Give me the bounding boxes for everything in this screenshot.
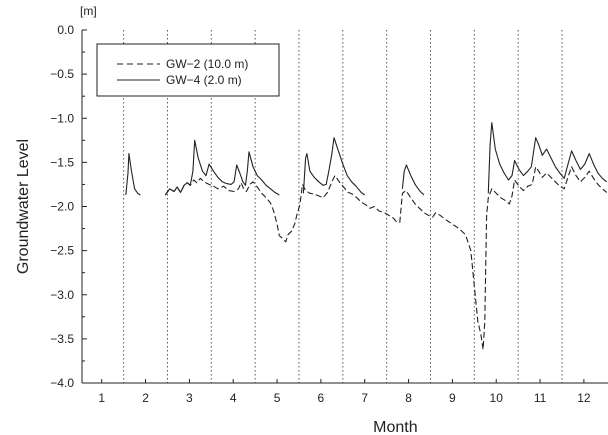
x-tick-label: 11 [534, 391, 547, 405]
gw4-series-line-0 [125, 153, 141, 196]
x-tick-label: 10 [490, 391, 504, 405]
y-tick-label: −3.5 [50, 332, 74, 346]
x-ticks: 1 2 3 4 5 6 7 8 9 10 11 12 [98, 379, 591, 405]
y-tick-label: −4.0 [50, 376, 74, 390]
gw4-series-line-2 [302, 137, 366, 196]
y-tick-label: −0.5 [50, 67, 74, 81]
y-tick-label: −2.5 [50, 244, 74, 258]
y-tick-label: −1.0 [50, 111, 74, 125]
legend-box [96, 43, 280, 97]
x-tick-label: 5 [274, 391, 281, 405]
month-boundary-lines [123, 30, 563, 383]
y-tick-label: −1.5 [50, 155, 74, 169]
y-tick-label: 0.0 [57, 23, 74, 37]
gw4-series-line-1 [164, 139, 280, 196]
y-ticks: 0.0 −0.5 −1.0 −1.5 −2.0 −2.5 −3.0 −3.5 −4.0 [50, 23, 87, 390]
y-unit-label: [m] [80, 4, 97, 18]
x-tick-label: 8 [405, 391, 412, 405]
x-tick-label: 6 [318, 391, 325, 405]
x-tick-label: 2 [142, 391, 149, 405]
x-tick-label: 4 [230, 391, 237, 405]
y-tick-label: −3.0 [50, 288, 74, 302]
series-lines [125, 122, 608, 351]
y-tick-label: −2.0 [50, 200, 74, 214]
legend-label-gw4: GW−4 (2.0 m) [166, 73, 242, 87]
x-tick-label: 9 [449, 391, 456, 405]
y-axis-title: Groundwater Level [15, 139, 32, 274]
x-tick-label: 12 [577, 391, 591, 405]
legend-label-gw2: GW−2 (10.0 m) [166, 57, 248, 71]
x-tick-label: 7 [361, 391, 368, 405]
gw2-series-line-0 [164, 166, 608, 351]
x-tick-label: 1 [98, 391, 105, 405]
gw4-series-line-3 [401, 164, 425, 196]
legend: GW−2 (10.0 m) GW−4 (2.0 m) [96, 43, 280, 97]
x-tick-label: 3 [186, 391, 193, 405]
gw4-series-line-4 [487, 122, 608, 194]
x-axis-title: Month [373, 419, 417, 435]
